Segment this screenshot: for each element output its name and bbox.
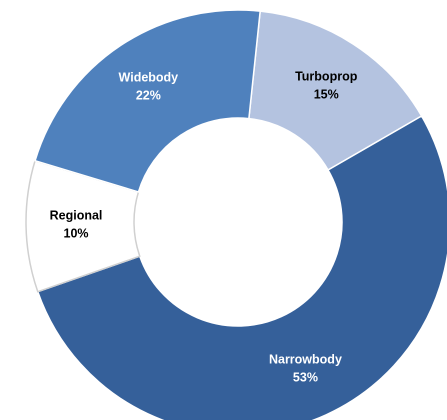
donut-segment (36, 114, 447, 420)
segment-value-label: 53% (293, 371, 318, 385)
segment-value-label: 22% (136, 88, 161, 102)
segment-label: Turboprop (295, 69, 358, 83)
donut-segment (248, 10, 423, 172)
segment-value-label: 15% (314, 87, 339, 101)
segment-label: Regional (50, 209, 103, 223)
segment-label: Widebody (119, 70, 179, 84)
donut-segment (34, 9, 261, 193)
segment-label: Narrowbody (269, 353, 342, 367)
segment-value-label: 10% (64, 227, 89, 241)
